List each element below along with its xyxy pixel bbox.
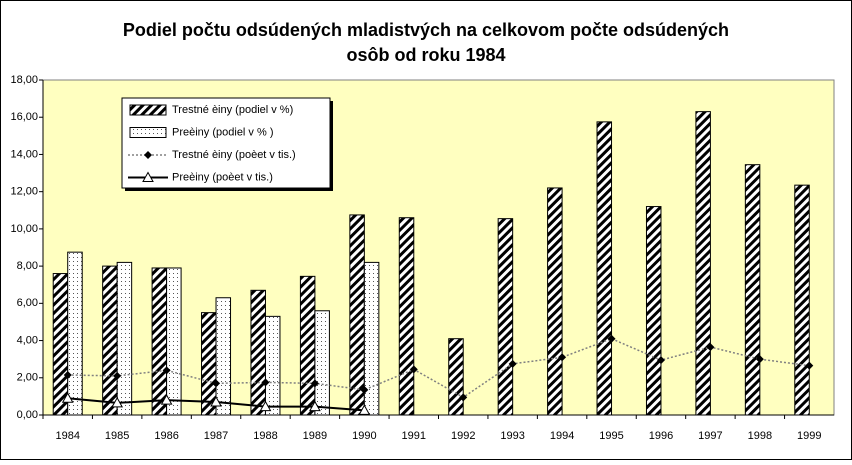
line-marker <box>63 370 72 379</box>
bar <box>102 265 118 416</box>
line-marker <box>259 400 272 412</box>
line-marker <box>358 404 371 415</box>
line-marker <box>310 379 319 388</box>
x-tick-label: 1984 <box>55 430 79 442</box>
y-tick-label: 14,00 <box>10 148 38 160</box>
bar <box>166 267 182 416</box>
bar <box>201 312 217 416</box>
legend-marker <box>142 171 154 182</box>
bar <box>547 187 563 416</box>
x-tick-label: 1990 <box>352 430 376 442</box>
bar <box>299 275 316 416</box>
line-marker <box>160 394 173 405</box>
bar <box>744 164 761 416</box>
line-marker <box>459 393 468 402</box>
bar <box>695 111 711 416</box>
legend-label: Preèiny (poèet v tis.) <box>172 171 273 183</box>
bar <box>448 338 464 416</box>
y-tick-label: 8,00 <box>17 260 38 272</box>
x-tick-label: 1999 <box>797 430 821 442</box>
x-tick-label: 1989 <box>303 430 327 442</box>
y-tick-label: 18,00 <box>10 74 38 86</box>
bar <box>596 121 613 416</box>
x-tick-label: 1996 <box>649 430 673 442</box>
y-tick-label: 6,00 <box>17 297 38 309</box>
line-marker <box>755 355 764 364</box>
bar <box>67 251 83 416</box>
line-marker <box>61 392 74 403</box>
y-tick-label: 12,00 <box>10 186 38 198</box>
y-tick-label: 0,00 <box>17 409 38 421</box>
legend-marker <box>144 151 152 159</box>
line-marker <box>210 395 222 407</box>
line-marker <box>558 353 567 362</box>
line <box>67 337 810 399</box>
x-tick-label: 1995 <box>599 430 623 442</box>
bar <box>250 289 266 416</box>
x-tick-label: 1987 <box>204 430 228 442</box>
chart-title: osôb od roku 1984 <box>346 45 505 65</box>
x-tick-label: 1994 <box>550 430 574 442</box>
line-marker <box>508 359 517 368</box>
x-tick-label: 1997 <box>698 430 722 442</box>
x-tick-label: 1988 <box>253 430 277 442</box>
line-marker <box>805 361 814 370</box>
line-marker <box>113 371 122 380</box>
x-tick-label: 1985 <box>105 430 129 442</box>
bar <box>314 310 330 416</box>
x-tick-label: 1986 <box>154 430 178 442</box>
line-marker <box>261 378 270 387</box>
bar <box>151 267 168 416</box>
legend-label: Trestné èiny (poèet v tis.) <box>172 149 296 161</box>
chart-title: Podiel počtu odsúdených mladistvých na c… <box>123 20 729 40</box>
line-marker <box>162 366 171 375</box>
bar <box>363 261 380 416</box>
y-tick-label: 10,00 <box>10 223 38 235</box>
y-tick-label: 4,00 <box>17 334 38 346</box>
x-tick-label: 1991 <box>402 430 426 442</box>
line-marker <box>409 365 418 374</box>
x-tick-label: 1992 <box>451 430 475 442</box>
y-tick-label: 16,00 <box>10 111 38 123</box>
line-marker <box>309 400 321 412</box>
legend-label: Trestné èiny (podiel v %) <box>172 104 293 116</box>
line-marker <box>212 379 221 388</box>
x-tick-label: 1998 <box>748 430 772 442</box>
bar <box>52 273 69 416</box>
line-marker <box>607 334 616 343</box>
legend-swatch <box>129 127 167 138</box>
line-marker <box>656 356 665 365</box>
legend-swatch <box>129 104 167 116</box>
line-marker <box>111 396 124 408</box>
legend-label: Preèiny (podiel v % ) <box>172 126 274 138</box>
bar <box>349 214 365 416</box>
bar <box>116 261 133 416</box>
line-marker <box>706 343 715 352</box>
y-tick-label: 2,00 <box>17 372 38 384</box>
bar <box>215 297 232 416</box>
bar <box>497 218 514 416</box>
bar <box>794 184 810 416</box>
bar <box>398 217 415 416</box>
line-marker <box>360 385 369 394</box>
bar <box>645 206 662 416</box>
x-tick-label: 1993 <box>500 430 524 442</box>
bar <box>264 315 281 416</box>
